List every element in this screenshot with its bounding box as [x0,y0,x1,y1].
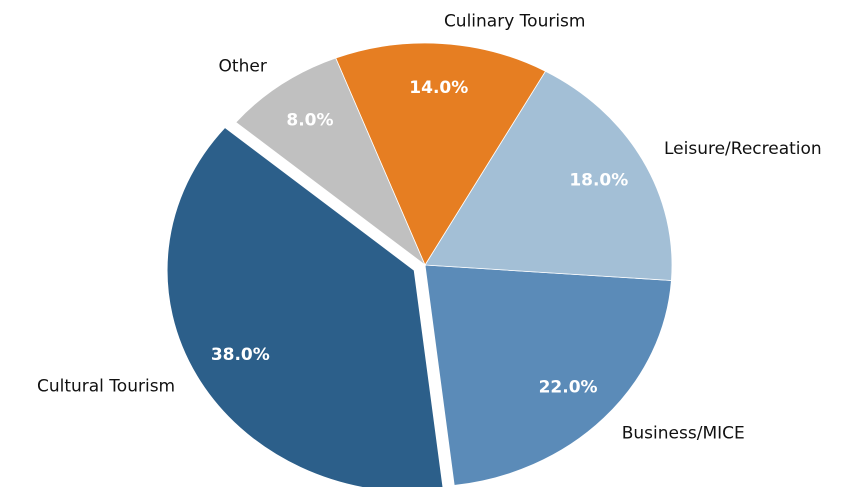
pct-label: 22.0% [539,377,598,397]
pct-label: 38.0% [211,345,270,365]
slice-label: Other [219,56,267,76]
pie-slice [424,70,673,281]
pie-slice [335,42,547,266]
slice-label: Leisure/Recreation [664,139,822,159]
pct-label: 18.0% [569,171,628,191]
slice-label: Cultural Tourism [37,376,175,396]
pie-slice [424,264,672,486]
pct-label: 8.0% [286,111,333,131]
slice-label: Business/MICE [622,423,745,443]
pie-slice [166,127,444,487]
slice-label: Culinary Tourism [444,11,586,31]
pie-slice [235,57,426,267]
pct-label: 14.0% [409,78,468,98]
